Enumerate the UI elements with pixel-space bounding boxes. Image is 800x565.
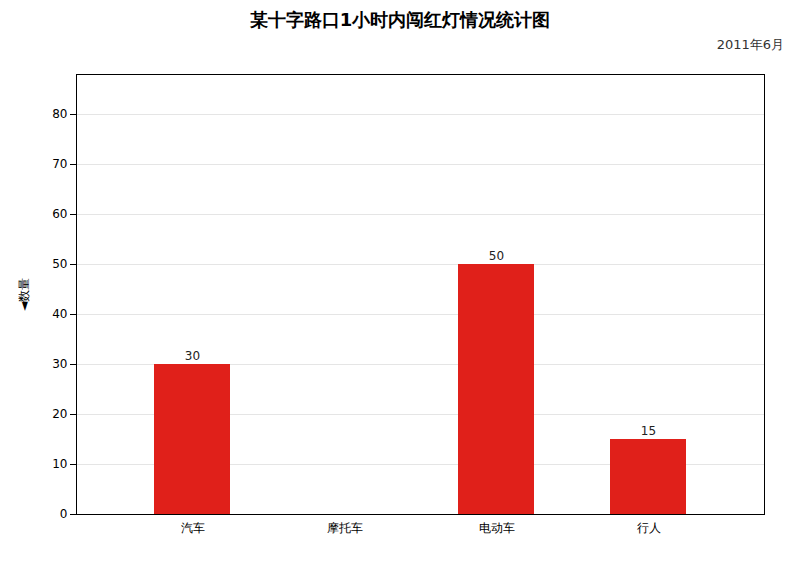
svg-text:80: 80 (52, 107, 67, 121)
svg-text:10: 10 (52, 457, 67, 471)
svg-text:◄数量: ◄数量 (17, 278, 31, 311)
svg-text:30: 30 (185, 349, 200, 363)
svg-text:60: 60 (52, 207, 67, 221)
svg-text:电动车: 电动车 (479, 521, 515, 535)
svg-text:40: 40 (52, 307, 67, 321)
svg-text:30: 30 (52, 357, 67, 371)
svg-text:20: 20 (52, 407, 67, 421)
html-text:2011年6月: 2011年6月 (716, 37, 784, 52)
svg-text:行人: 行人 (637, 521, 661, 535)
svg-text:70: 70 (52, 157, 67, 171)
svg-text:0: 0 (60, 507, 68, 521)
html-text:某十字路口1小时内闯红灯情况统计图: 某十字路口1小时内闯红灯情况统计图 (249, 9, 551, 30)
svg-text:50: 50 (52, 257, 67, 271)
svg-text:汽车: 汽车 (181, 521, 205, 535)
svg-text:50: 50 (489, 249, 504, 263)
svg-text:15: 15 (641, 424, 656, 438)
svg-text:摩托车: 摩托车 (327, 521, 363, 535)
